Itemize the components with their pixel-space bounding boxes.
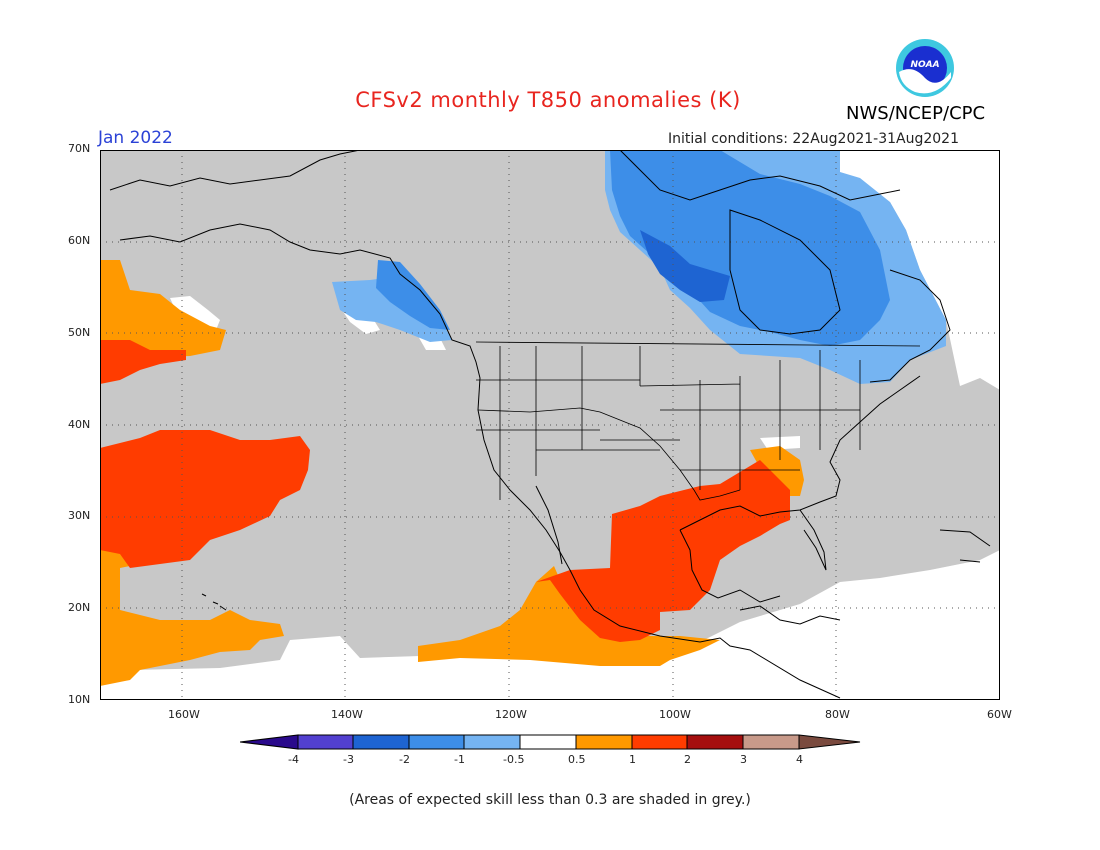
agency-label: NWS/NCEP/CPC <box>846 103 986 124</box>
graticule <box>100 150 1000 700</box>
coastlines <box>109 150 991 699</box>
colorbar-tick-label: 1 <box>629 753 636 766</box>
anomaly-minus-half-to-one <box>332 276 452 342</box>
valid-month-label: Jan 2022 <box>98 128 173 148</box>
colorbar-tick-label: -0.5 <box>503 753 525 766</box>
map-title: CFSv2 monthly T850 anomalies (K) <box>355 88 741 112</box>
anomaly-one-to-two <box>100 340 790 642</box>
anomaly-minus-one-to-two <box>610 150 890 346</box>
anomaly-half-to-one <box>100 260 804 686</box>
anomaly-map <box>100 150 1000 700</box>
political-boundaries <box>475 341 921 501</box>
colorbar-tick-label: -1 <box>454 753 465 766</box>
colorbar-tick-label: -4 <box>288 753 299 766</box>
lat-label: 70N <box>68 142 91 155</box>
lon-label: 80W <box>825 708 850 721</box>
colorbar-tick-label: 0.5 <box>568 753 586 766</box>
lon-label: 60W <box>987 708 1012 721</box>
noaa-logo-icon: NOAA <box>896 39 954 97</box>
colorbar <box>240 734 861 750</box>
svg-text:NOAA: NOAA <box>910 60 939 70</box>
anomaly-minus-one-to-two <box>376 260 450 330</box>
initial-conditions-label: Initial conditions: 22Aug2021-31Aug2021 <box>668 131 959 147</box>
colorbar-tick-label: -3 <box>343 753 354 766</box>
colorbar-segment <box>686 734 744 750</box>
lon-label: 100W <box>659 708 691 721</box>
colorbar-segment <box>742 734 800 750</box>
colorbar-segment <box>352 734 410 750</box>
colorbar-segment <box>575 734 633 750</box>
colorbar-tick-label: 2 <box>684 753 691 766</box>
lon-label: 160W <box>168 708 200 721</box>
skill-footnote: (Areas of expected skill less than 0.3 a… <box>349 792 751 808</box>
colorbar-low-arrow <box>240 734 299 750</box>
colorbar-high-arrow <box>798 734 861 750</box>
colorbar-segment <box>297 734 354 750</box>
lat-label: 20N <box>68 601 91 614</box>
lat-label: 10N <box>68 693 91 706</box>
lon-label: 140W <box>331 708 363 721</box>
colorbar-tick-label: 4 <box>796 753 803 766</box>
colorbar-segment <box>408 734 465 750</box>
colorbar-tick-label: -2 <box>399 753 410 766</box>
anomaly-minus-two-to-three <box>640 230 730 302</box>
lat-label: 30N <box>68 509 91 522</box>
colorbar-segment <box>631 734 688 750</box>
colorbar-tick-label: 3 <box>740 753 747 766</box>
lon-label: 120W <box>495 708 527 721</box>
colorbar-segment <box>519 734 577 750</box>
lat-label: 50N <box>68 326 91 339</box>
colorbar-segment <box>463 734 521 750</box>
lat-label: 40N <box>68 418 91 431</box>
lat-label: 60N <box>68 234 91 247</box>
